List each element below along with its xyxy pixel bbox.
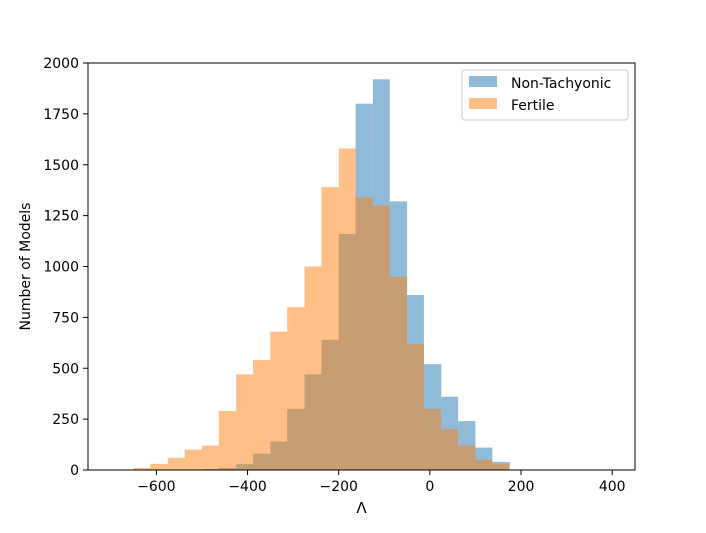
bar-fertile-9 bbox=[287, 307, 305, 470]
bar-fertile-1 bbox=[150, 463, 168, 470]
bar-fertile-18 bbox=[441, 429, 459, 470]
x-tick-label-3: 0 bbox=[425, 479, 434, 495]
bar-fertile-8 bbox=[270, 331, 288, 470]
bar-fertile-14 bbox=[372, 205, 390, 470]
bar-fertile-15 bbox=[389, 276, 408, 470]
x-tick-label-2: −200 bbox=[319, 479, 357, 495]
bar-fertile-17 bbox=[423, 408, 442, 470]
bar-fertile-10 bbox=[304, 266, 322, 470]
y-tick-label-8: 2000 bbox=[43, 56, 79, 72]
y-tick-label-6: 1500 bbox=[43, 158, 79, 174]
y-tick-label-3: 750 bbox=[52, 310, 79, 326]
bar-fertile-20 bbox=[475, 459, 493, 470]
y-tick-label-1: 250 bbox=[52, 412, 79, 428]
legend: Non-Tachyonic Fertile bbox=[461, 69, 629, 121]
x-tick-label-5: 400 bbox=[599, 479, 626, 495]
bar-fertile-12 bbox=[338, 148, 356, 470]
bar-fertile-13 bbox=[355, 197, 373, 470]
bar-fertile-5 bbox=[218, 410, 237, 470]
legend-box bbox=[461, 69, 629, 121]
legend-label-fertile: Fertile bbox=[511, 98, 555, 114]
bar-fertile-21 bbox=[492, 463, 510, 470]
y-tick-label-4: 1000 bbox=[43, 260, 79, 276]
y-tick-label-7: 1750 bbox=[43, 107, 79, 123]
bar-fertile-19 bbox=[458, 445, 476, 470]
bar-fertile-6 bbox=[236, 374, 254, 470]
x-axis: −600 −400 −200 0 200 400 bbox=[137, 470, 626, 495]
x-tick-label-1: −400 bbox=[228, 479, 266, 495]
y-tick-label-2: 500 bbox=[52, 361, 79, 377]
bar-fertile-2 bbox=[167, 457, 185, 470]
legend-swatch-fertile bbox=[469, 98, 497, 109]
y-tick-label-0: 0 bbox=[70, 463, 79, 479]
y-axis: 0 250 500 750 1000 1250 1500 1750 2000 bbox=[43, 56, 88, 479]
bar-fertile-4 bbox=[201, 445, 219, 470]
y-tick-label-5: 1250 bbox=[43, 209, 79, 225]
bar-fertile-3 bbox=[184, 449, 202, 470]
legend-swatch-non-tachyonic bbox=[469, 76, 497, 87]
x-tick-label-0: −600 bbox=[137, 479, 175, 495]
x-tick-label-4: 200 bbox=[508, 479, 535, 495]
bar-fertile-7 bbox=[253, 360, 271, 470]
legend-label-non-tachyonic: Non-Tachyonic bbox=[511, 76, 611, 92]
x-axis-label: Λ bbox=[356, 499, 367, 517]
bar-fertile-16 bbox=[407, 343, 424, 470]
y-axis-label: Number of Models bbox=[18, 203, 34, 331]
bars-layer bbox=[133, 79, 510, 470]
bar-fertile-11 bbox=[321, 187, 339, 470]
bar-fertile-0 bbox=[133, 467, 151, 470]
